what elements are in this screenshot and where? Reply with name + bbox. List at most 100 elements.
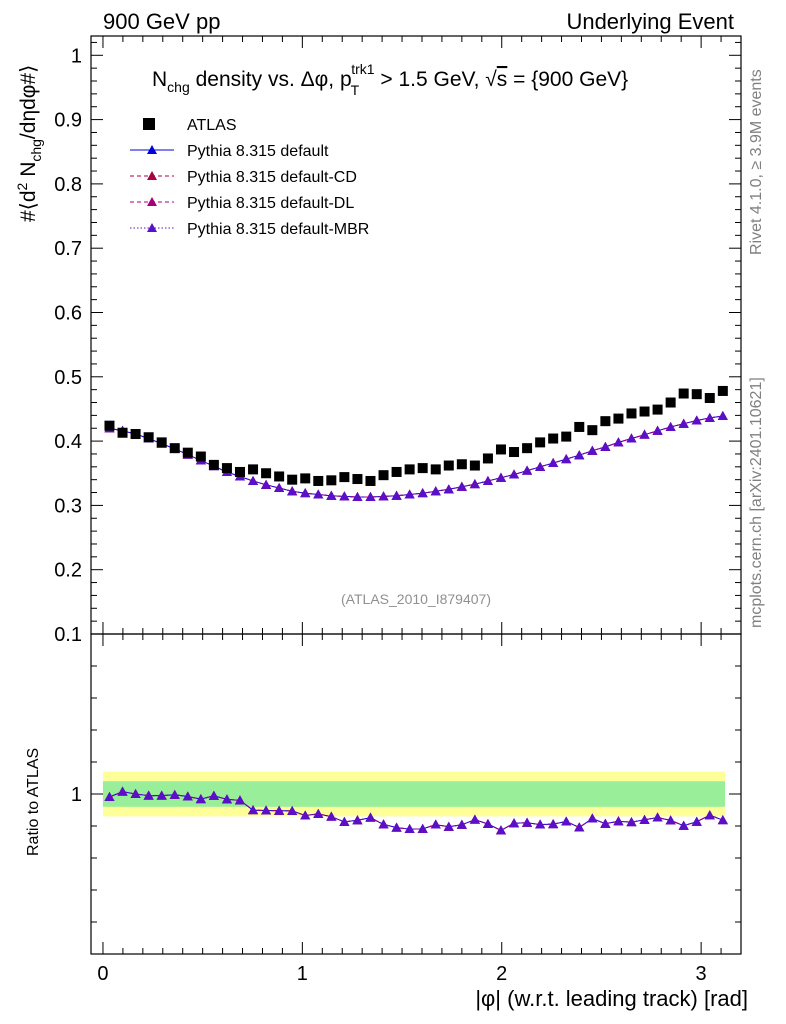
ratio-point xyxy=(613,816,624,826)
mcplots-label: mcplots.cern.ch [arXiv:2401.10621] xyxy=(748,377,765,628)
atlas-point xyxy=(221,463,232,474)
atlas-point xyxy=(195,451,206,462)
atlas-point xyxy=(287,474,298,485)
atlas-point xyxy=(248,464,259,475)
mc-point xyxy=(600,441,611,451)
ratio-point xyxy=(482,819,493,829)
legend-marker xyxy=(147,197,157,206)
atlas-point xyxy=(104,420,115,431)
x-tick-label: 0 xyxy=(97,963,108,985)
ratio-point xyxy=(443,821,454,831)
mc-point xyxy=(495,472,506,482)
ratio-point xyxy=(182,791,193,801)
ratio-point xyxy=(548,819,559,829)
atlas-point xyxy=(365,475,376,486)
mc-point xyxy=(274,483,285,493)
ratio-point xyxy=(704,810,715,820)
x-tick-label: 1 xyxy=(297,963,308,985)
ratio-point xyxy=(208,790,219,800)
x-tick-label: 2 xyxy=(496,963,507,985)
y-tick-label: 0.9 xyxy=(54,110,82,132)
ratio-y-axis-label: Ratio to ATLAS xyxy=(25,748,42,856)
atlas-point xyxy=(665,397,676,408)
mc-point xyxy=(509,469,520,479)
atlas-point xyxy=(313,475,324,486)
chart-title: Nchg density vs. Δφ, pTtrk1 > 1.5 GeV, √… xyxy=(152,61,628,98)
ratio-plot xyxy=(90,633,742,955)
ratio-band-inner xyxy=(102,781,726,807)
ratio-point xyxy=(535,819,546,829)
mc-point xyxy=(678,418,689,428)
ratio-point xyxy=(365,812,376,822)
ratio-point xyxy=(665,815,676,825)
y-tick-label: 0.3 xyxy=(54,495,82,517)
mc-point xyxy=(430,486,441,496)
atlas-point xyxy=(548,433,559,444)
ratio-point xyxy=(104,792,115,802)
legend-label: Pythia 8.315 default-MBR xyxy=(187,221,369,238)
legend-label: Pythia 8.315 default-DL xyxy=(187,195,354,212)
ratio-point xyxy=(495,825,506,835)
ratio-point xyxy=(248,805,259,815)
ratio-point xyxy=(430,819,441,829)
atlas-point xyxy=(274,471,285,482)
mc-point xyxy=(639,429,650,439)
atlas-point xyxy=(326,475,337,486)
mc-point xyxy=(652,425,663,435)
series-line-3 xyxy=(109,415,723,498)
ratio-point xyxy=(287,805,298,815)
mc-point xyxy=(300,488,311,498)
y-tick-label: 0.2 xyxy=(54,560,82,582)
main-plot xyxy=(90,35,742,635)
ratio-point xyxy=(522,817,533,827)
atlas-point xyxy=(704,393,715,404)
atlas-point xyxy=(652,404,663,415)
atlas-point xyxy=(522,443,533,454)
mc-point xyxy=(704,412,715,422)
mc-point xyxy=(326,490,337,500)
atlas-point xyxy=(717,385,728,396)
y-tick-label: 0.5 xyxy=(54,367,82,389)
legend-marker-atlas xyxy=(143,118,155,130)
atlas-point xyxy=(456,459,467,470)
y-tick-label: 0.4 xyxy=(54,431,82,453)
mc-point xyxy=(665,421,676,431)
atlas-point xyxy=(339,472,350,483)
x-tick-label: 3 xyxy=(696,963,707,985)
y-axis-label: #⟨d2 Nchg/dηdφ#⟩ xyxy=(14,65,44,222)
atlas-point xyxy=(234,466,245,477)
mc-point xyxy=(391,490,402,500)
ratio-point xyxy=(717,815,728,825)
ratio-point xyxy=(326,811,337,821)
atlas-point xyxy=(495,444,506,455)
atlas-point xyxy=(300,473,311,484)
y-tick-label: 0.1 xyxy=(54,624,82,646)
legend-marker xyxy=(147,145,157,154)
mc-point xyxy=(352,492,363,502)
mc-point xyxy=(613,437,624,447)
mc-point xyxy=(456,481,467,491)
ratio-point xyxy=(391,822,402,832)
mc-point xyxy=(587,445,598,455)
ratio-point xyxy=(339,816,350,826)
atlas-point xyxy=(482,453,493,464)
mc-point xyxy=(522,465,533,475)
legend-label: Pythia 8.315 default xyxy=(187,143,329,160)
y-tick-label: 1 xyxy=(71,45,82,67)
mc-point xyxy=(365,492,376,502)
ratio-point xyxy=(404,824,415,834)
atlas-point xyxy=(430,464,441,475)
ratio-point xyxy=(274,805,285,815)
x-axis-label: |φ| (w.r.t. leading track) [rad] xyxy=(475,986,748,1011)
mc-point xyxy=(535,461,546,471)
atlas-point xyxy=(639,406,650,417)
ratio-point xyxy=(691,816,702,826)
mc-point xyxy=(287,486,298,496)
atlas-point xyxy=(208,459,219,470)
atlas-point xyxy=(535,437,546,448)
atlas-point xyxy=(417,463,428,474)
atlas-point xyxy=(404,464,415,475)
mc-point xyxy=(404,489,415,499)
atlas-point xyxy=(182,447,193,458)
